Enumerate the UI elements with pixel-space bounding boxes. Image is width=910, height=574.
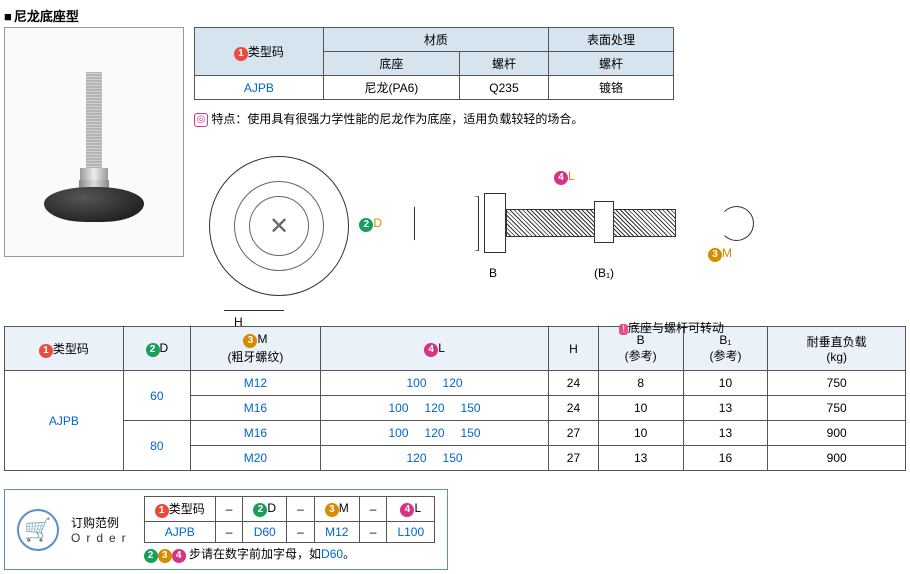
feature-note: ◎ 特点：使用具有很强力学性能的尼龙作为底座，适用负载较轻的场合。: [194, 106, 906, 131]
page-title: 尼龙底座型: [4, 4, 906, 27]
spec-table: 1类型码 2D 3M (粗牙螺纹) 4L H B (参考) B₁ (参考) 耐垂…: [4, 326, 906, 471]
cart-icon: 🛒: [17, 509, 59, 551]
product-photo: [4, 27, 184, 257]
tech-diagram: ✕ 2D H 4L B (B₁) 3M !底座与螺杆可转动: [194, 151, 906, 311]
order-example: 🛒 订购范例 Order 1类型码 – 2D – 3M – 4L AJPB –: [4, 489, 448, 570]
material-table: 1类型码 材质 表面处理 底座 螺杆 螺杆 AJPB 尼龙(PA6) Q235 …: [194, 27, 674, 100]
